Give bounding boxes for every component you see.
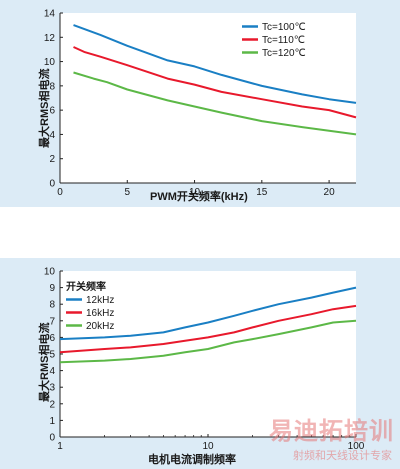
chart1-y-tick-label: 14: [44, 9, 56, 20]
chart1-x-tick-label: 10: [189, 187, 201, 198]
chart1-x-tick-label: 0: [57, 187, 63, 198]
chart2-y-tick-label: 8: [49, 300, 55, 311]
chart2-y-tick-label: 6: [49, 333, 55, 344]
chart2-y-tick-label: 7: [49, 316, 55, 327]
chart2-legend-title: 开关频率: [66, 280, 106, 293]
chart2-series-line-1: [59, 304, 357, 354]
chart1-series-line-0: [73, 24, 357, 104]
chart1-legend-label-2: Tc=120℃: [262, 48, 306, 59]
chart2-x-tick-label: 1: [57, 441, 63, 452]
chart1-y-tick-label: 12: [44, 33, 56, 44]
chart1-series-line-2: [73, 71, 357, 136]
chart2-y-tick-label: 9: [49, 283, 55, 294]
chart1-x-tick-label: 20: [324, 187, 336, 198]
chart-pwm-frequency: 0 2 4 6 8 10 12 14 0 5 10 15 20 Tc=100℃ Tc=110℃ Tc=120℃: [44, 9, 357, 198]
chart2-series-line-2: [59, 319, 357, 364]
chart1-y-tick-label: 10: [44, 57, 56, 68]
chart2-y-tick-label: 3: [49, 383, 55, 394]
chart1-y-tick-label: 6: [49, 106, 55, 117]
chart2-x-tick-label: 100: [348, 441, 365, 452]
chart2-legend-label-0: 12kHz: [86, 295, 114, 306]
chart2-y-tick-label: 0: [49, 433, 55, 444]
chart1-y-tick-label: 8: [49, 81, 55, 92]
watermark-subtitle: 射频和天线设计专家: [293, 449, 392, 462]
chart1-y-tick-label: 0: [49, 179, 55, 190]
chart1-y-axis-label: 最大RMS相电流: [39, 68, 51, 148]
chart1-plot-area: [60, 13, 356, 183]
chart1-x-tick-label: 15: [256, 187, 268, 198]
chart2-legend-label-2: 20kHz: [86, 321, 114, 332]
chart2-y-tick-label: 5: [49, 350, 55, 361]
chart2-legend-label-1: 16kHz: [86, 308, 114, 319]
chart1-legend-label-1: Tc=110℃: [262, 35, 305, 46]
chart1-x-axis-label: PWM开关频率(kHz): [150, 191, 248, 203]
chart2-y-axis-label: 最大RMS相电流: [39, 322, 51, 402]
watermark-logo-text: 易迪拓培训: [269, 417, 394, 445]
chart2-y-tick-label: 2: [49, 399, 55, 410]
chart1-y-tick-label: 4: [49, 130, 55, 141]
chart2-x-tick-label: 10: [202, 441, 214, 452]
chart2-y-tick-label: 10: [44, 267, 56, 278]
chart1-series-line-1: [73, 46, 357, 119]
chart1-x-tick-label: 5: [124, 187, 130, 198]
chart1-legend-label-0: Tc=100℃: [262, 22, 306, 33]
chart2-y-tick-label: 4: [49, 366, 55, 377]
chart2-x-axis-label: 电机电流调制频率: [148, 454, 236, 466]
chart2-y-tick-label: 1: [49, 416, 55, 427]
chart2-series-line-0: [59, 286, 357, 341]
chart1-y-tick-label: 2: [49, 154, 55, 165]
